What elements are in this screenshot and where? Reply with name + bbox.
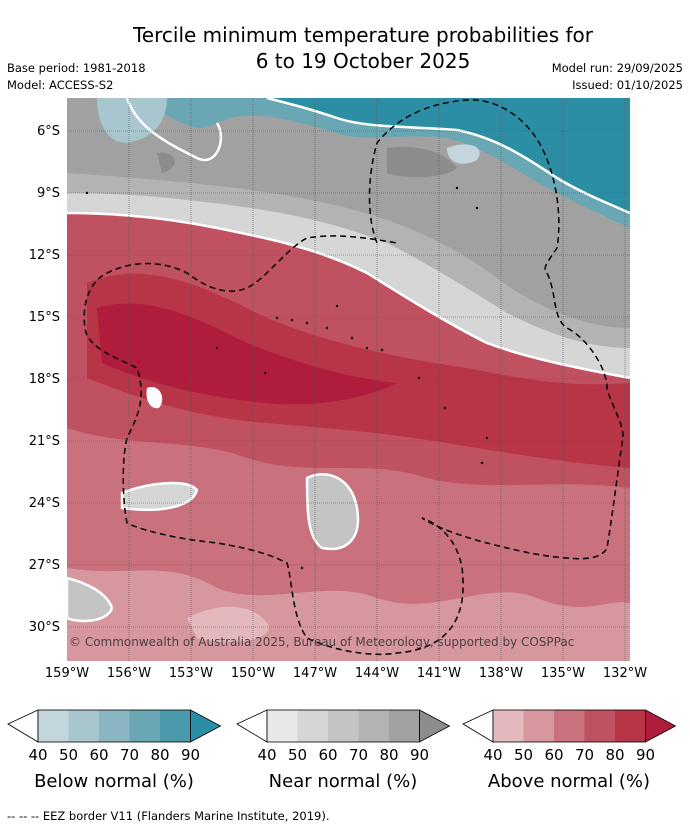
colorbar-segment <box>267 710 298 742</box>
colorbar-tick-label: 70 <box>574 746 595 764</box>
colorbars <box>7 709 677 743</box>
copyright-text: © Commonwealth of Australia 2025, Bureau… <box>69 635 574 649</box>
model-text: Model: ACCESS-S2 <box>7 78 114 92</box>
lat-label: 15°S <box>28 310 60 325</box>
region-above-80 <box>87 273 630 468</box>
contour-blue-grey <box>266 98 630 215</box>
base-period-text: Base period: 1981-2018 <box>7 61 146 75</box>
title-line-1: Tercile minimum temperature probabilitie… <box>132 23 594 47</box>
patch-near-southwest <box>67 576 114 623</box>
colorbar-segment <box>358 710 389 742</box>
lat-label: 12°S <box>28 248 60 263</box>
colorbar-tick-label: 40 <box>257 746 277 764</box>
colorbar-near-normal <box>236 709 451 743</box>
colorbar-segment <box>38 710 69 742</box>
colorbar-tick-label: 40 <box>483 746 503 764</box>
issued-text: Issued: 01/10/2025 <box>572 78 683 92</box>
meta-left: Base period: 1981-2018 Model: ACCESS-S2 <box>7 60 146 94</box>
lat-label: 9°S <box>36 186 60 201</box>
eez-border <box>83 99 624 656</box>
region-near-80 <box>67 98 630 328</box>
colorbar-segment <box>493 710 524 742</box>
lon-label: 147°W <box>292 666 338 681</box>
lat-label: 30°S <box>28 620 60 635</box>
colorbar-label-above: Above normal (%) <box>487 771 651 792</box>
lon-label: 144°W <box>354 666 400 681</box>
model-run-text: Model run: 29/09/2025 <box>551 61 683 75</box>
contour-blue-west <box>125 98 223 162</box>
colorbar-low-arrow <box>7 709 39 743</box>
colorbar-high-arrow <box>419 709 451 743</box>
colorbar-tick-label: 70 <box>119 746 140 764</box>
colorbar-tick-label: 80 <box>605 746 625 764</box>
title-line-2: 6 to 19 October 2025 <box>255 49 471 73</box>
colorbar-tick-label: 50 <box>58 746 79 764</box>
colorbar-tick-label: 60 <box>318 746 338 764</box>
lon-label: 153°W <box>168 666 214 681</box>
patch-white-west <box>146 387 163 409</box>
map-title: Tercile minimum temperature probabilitie… <box>0 22 690 74</box>
lat-label: 27°S <box>28 558 60 573</box>
region-below-90 <box>267 98 630 213</box>
lat-label: 24°S <box>28 496 60 511</box>
meta-right: Model run: 29/09/2025 Issued: 01/10/2025 <box>552 60 683 94</box>
colorbar-segment <box>99 710 130 742</box>
colorbar-high-arrow <box>645 709 677 743</box>
islands <box>85 186 489 570</box>
colorbar-tick-label: 50 <box>287 746 308 764</box>
colorbar-tick-label: 90 <box>635 746 656 764</box>
lat-label: 21°S <box>28 434 60 449</box>
probability-map: © Commonwealth of Australia 2025, Bureau… <box>67 98 630 661</box>
colorbar-segment <box>389 710 420 742</box>
colorbar-segment <box>68 710 99 742</box>
colorbar-tick-label: 90 <box>409 746 430 764</box>
patch-near-west <box>120 481 199 512</box>
region-near-90-b <box>157 152 175 173</box>
lon-label: 135°W <box>540 666 586 681</box>
colorbar-segment <box>523 710 554 742</box>
colorbar-tick-label: 80 <box>379 746 399 764</box>
colorbar-below-normal <box>7 709 222 743</box>
region-near-90-a <box>387 146 457 178</box>
region-above-50-south <box>187 606 269 643</box>
colorbar-segment <box>584 710 615 742</box>
colorbar-low-arrow <box>462 709 494 743</box>
colorbar-tick-label: 50 <box>513 746 534 764</box>
colorbar-label-below: Below normal (%) <box>34 771 194 792</box>
colorbar-segment <box>160 710 191 742</box>
lat-label: 6°S <box>36 124 60 139</box>
lon-label: 159°W <box>44 666 90 681</box>
colorbar-tick-label: 70 <box>348 746 369 764</box>
colorbar-tick-label: 60 <box>544 746 564 764</box>
colorbar-tick-label: 80 <box>150 746 170 764</box>
region-below-50 <box>97 98 167 143</box>
lat-label: 18°S <box>28 372 60 387</box>
colorbar-label-near: Near normal (%) <box>268 771 418 792</box>
colorbar-above-normal <box>462 709 677 743</box>
lon-label: 132°W <box>602 666 648 681</box>
contour-near-red <box>67 211 630 380</box>
colorbar-high-arrow <box>190 709 222 743</box>
lon-label: 156°W <box>106 666 152 681</box>
colorbar-tick-label: 40 <box>28 746 48 764</box>
colorbar-segment <box>297 710 328 742</box>
colorbar-tick-label: 60 <box>89 746 109 764</box>
lon-label: 141°W <box>416 666 462 681</box>
colorbar-segment <box>328 710 359 742</box>
colorbar-tick-label: 90 <box>180 746 201 764</box>
eez-legend-text: -- -- -- EEZ border V11 (Flanders Marine… <box>7 809 330 823</box>
lon-label: 138°W <box>478 666 524 681</box>
region-below-40 <box>447 144 480 164</box>
colorbar-segment <box>129 710 160 742</box>
colorbar-low-arrow <box>236 709 268 743</box>
lon-label: 150°W <box>230 666 276 681</box>
colorbar-segment <box>554 710 585 742</box>
patch-near-center <box>305 473 360 551</box>
colorbar-segment <box>615 710 646 742</box>
